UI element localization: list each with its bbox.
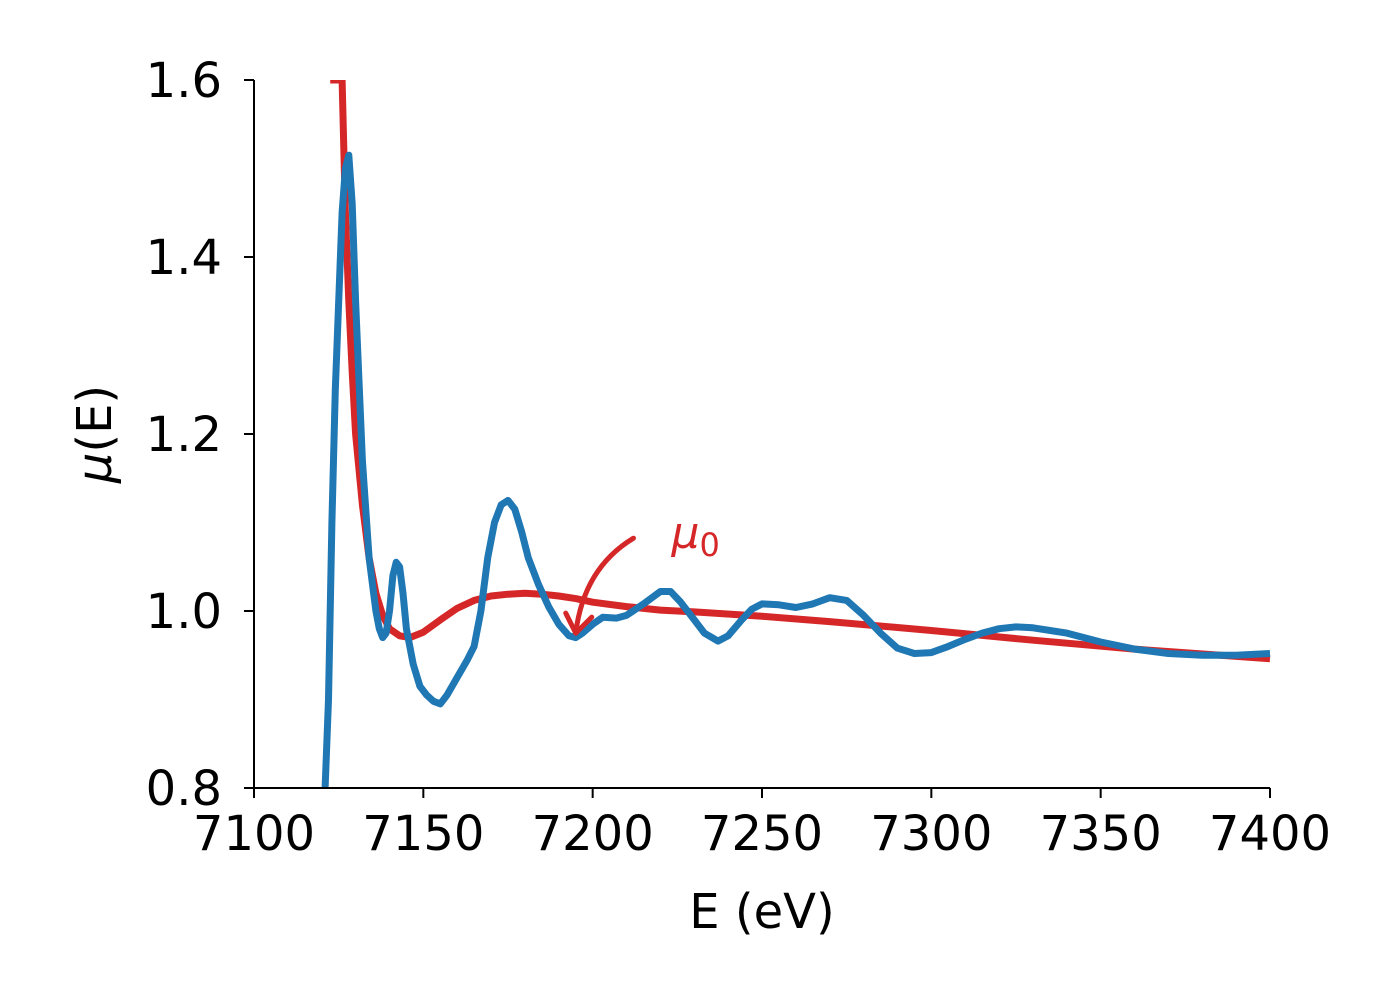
y-tick-label: 1.2 bbox=[146, 407, 222, 463]
annotation-arrow-head bbox=[563, 610, 595, 636]
y-tick-label: 1.0 bbox=[146, 584, 222, 640]
series-layer bbox=[321, 80, 1271, 788]
x-axis-label: E (eV) bbox=[689, 884, 834, 940]
y-tick-label: 1.4 bbox=[146, 230, 222, 286]
x-tick-label: 7350 bbox=[1040, 806, 1162, 862]
x-tick-label: 7100 bbox=[193, 806, 315, 862]
y-tick-label: 0.8 bbox=[146, 761, 222, 817]
annotation-label: μ0 bbox=[670, 508, 719, 564]
series-line-1 bbox=[328, 80, 1271, 663]
x-tick-label: 7150 bbox=[362, 806, 484, 862]
y-axis-label-argument: (E) bbox=[67, 385, 123, 453]
y-axis-label: μ(E) bbox=[67, 385, 123, 484]
annotation-subscript: 0 bbox=[699, 526, 719, 564]
annotation-layer: μ0 bbox=[563, 508, 720, 636]
annotation-symbol: μ bbox=[670, 508, 699, 559]
y-tick-label: 1.6 bbox=[146, 53, 222, 109]
y-axis-label-symbol: μ bbox=[67, 453, 123, 485]
series-line-2 bbox=[321, 151, 1271, 788]
annotation-arrow-shaft bbox=[573, 535, 636, 636]
x-tick-label: 7250 bbox=[701, 806, 823, 862]
axes-layer: 7100 7150 7200 7250 7300 7350 7400 0.8 1.0 1.2 1.4… bbox=[146, 53, 1331, 862]
x-tick-label: 7400 bbox=[1209, 806, 1331, 862]
x-tick-label: 7200 bbox=[532, 806, 654, 862]
x-tick-label: 7300 bbox=[870, 806, 992, 862]
